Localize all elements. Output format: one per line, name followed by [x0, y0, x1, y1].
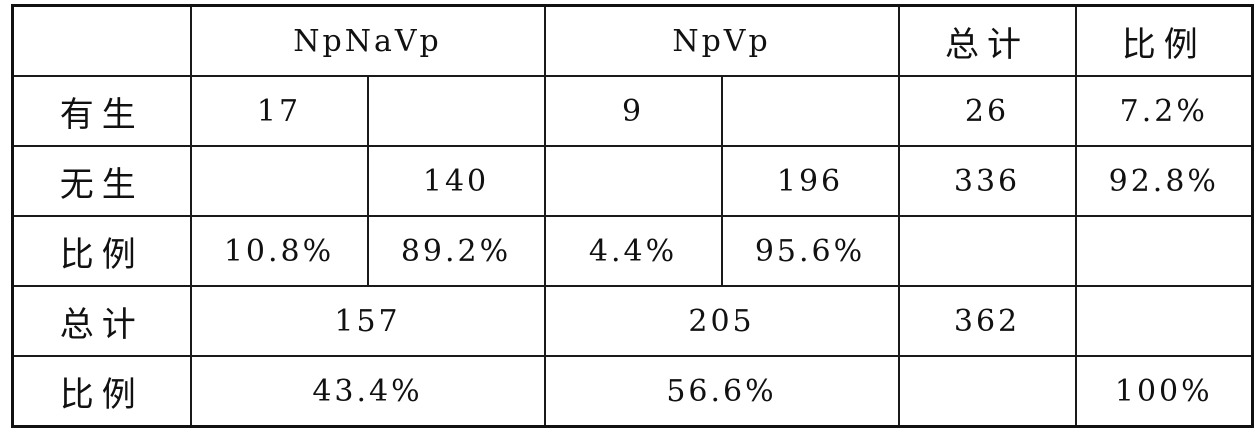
header-total: 总计: [897, 4, 1077, 77]
table-row: 无生 140 196 336 92.8%: [11, 145, 1254, 217]
table-row: 比例 10.8% 89.2% 4.4% 95.6%: [11, 215, 1254, 287]
row-label: 比例: [11, 215, 192, 287]
table-cell: [366, 75, 546, 147]
ratio-ratio: 100%: [1074, 355, 1254, 428]
table-cell: [543, 145, 723, 217]
table-cell: 7.2%: [1074, 75, 1254, 147]
total-group1: 157: [189, 285, 546, 357]
table-cell: 26: [897, 75, 1077, 147]
total-group2: 205: [543, 285, 900, 357]
total-total: 362: [897, 285, 1077, 357]
row-label: 比例: [11, 355, 192, 428]
table-cell: 336: [897, 145, 1077, 217]
table-cell: 4.4%: [543, 215, 723, 287]
header-row: NpNaVp NpVp 总计 比例: [11, 4, 1254, 77]
table-cell: 89.2%: [366, 215, 546, 287]
header-group2: NpVp: [543, 4, 900, 77]
total-ratio: [1074, 285, 1254, 357]
header-group1: NpNaVp: [189, 4, 546, 77]
table-cell: 10.8%: [189, 215, 369, 287]
data-table: NpNaVp NpVp 总计 比例 有生 17 9 26 7.2% 无生 140…: [11, 4, 1255, 428]
table-cell: [1074, 215, 1254, 287]
ratio-total: [897, 355, 1077, 428]
header-ratio: 比例: [1074, 4, 1254, 77]
row-label: 总计: [11, 285, 192, 357]
ratio-row: 比例 43.4% 56.6% 100%: [11, 355, 1254, 428]
table-cell: 140: [366, 145, 546, 217]
data-table-container: NpNaVp NpVp 总计 比例 有生 17 9 26 7.2% 无生 140…: [11, 4, 1255, 428]
table-cell: [897, 215, 1077, 287]
row-label: 有生: [11, 75, 192, 147]
ratio-group1: 43.4%: [189, 355, 546, 428]
table-cell: 9: [543, 75, 723, 147]
table-cell: 92.8%: [1074, 145, 1254, 217]
table-cell: [720, 75, 900, 147]
table-cell: 196: [720, 145, 900, 217]
ratio-group2: 56.6%: [543, 355, 900, 428]
row-label: 无生: [11, 145, 192, 217]
corner-cell: [11, 4, 192, 77]
table-cell: [189, 145, 369, 217]
table-cell: 17: [189, 75, 369, 147]
table-cell: 95.6%: [720, 215, 900, 287]
table-row: 有生 17 9 26 7.2%: [11, 75, 1254, 147]
total-row: 总计 157 205 362: [11, 285, 1254, 357]
